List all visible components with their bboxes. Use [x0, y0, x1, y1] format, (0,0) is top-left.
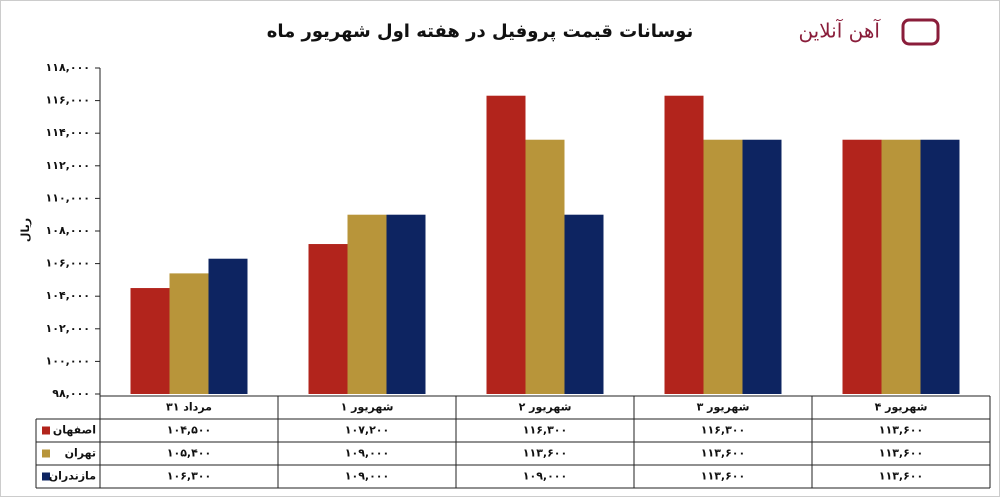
bar [525, 139, 565, 394]
legend-swatch [42, 449, 50, 458]
bar [386, 214, 426, 394]
bar [881, 139, 921, 394]
value-label: ۱۱۳,۶۰۰ [701, 470, 745, 483]
value-label: ۱۰۵,۴۰۰ [167, 447, 211, 460]
brand: آهن آنلاین [798, 18, 881, 43]
value-label: ۱۱۶,۳۰۰ [701, 424, 745, 437]
y-tick-label: ۱۱۸,۰۰۰ [46, 61, 90, 74]
x-tick-label: ۱ شهریور [341, 401, 394, 414]
bar [703, 139, 743, 394]
y-axis-label: ریال [19, 218, 32, 242]
bar [486, 95, 526, 395]
logo: آهن آنلاین [798, 18, 940, 46]
y-tick-label: ۱۱۶,۰۰۰ [46, 94, 90, 107]
legend-label: مازندران [49, 470, 96, 483]
logo-icon [901, 18, 940, 46]
legend-swatch [42, 472, 50, 481]
x-tick-label: ۴ شهریور [875, 401, 928, 414]
legend-swatch [42, 426, 50, 435]
value-label: ۱۰۷,۲۰۰ [345, 424, 389, 437]
bar [920, 139, 960, 394]
value-label: ۱۱۳,۶۰۰ [701, 447, 745, 460]
y-tick-label: ۹۸,۰۰۰ [52, 387, 90, 400]
bar [347, 214, 387, 394]
chart-title: نوسانات قیمت پروفیل در هفته اول شهریور م… [267, 21, 694, 42]
legend-label: تهران [65, 447, 96, 460]
y-tick-label: ۱۱۰,۰۰۰ [46, 191, 90, 204]
value-label: ۱۱۳,۶۰۰ [879, 447, 923, 460]
value-label: ۱۰۴,۵۰۰ [167, 424, 211, 437]
y-tick-label: ۱۰۸,۰۰۰ [46, 224, 90, 237]
y-tick-label: ۱۰۴,۰۰۰ [46, 289, 90, 302]
value-label: ۱۱۳,۶۰۰ [879, 470, 923, 483]
x-tick-label: ۲ شهریور [519, 401, 572, 414]
x-tick-label: ۳ شهریور [697, 401, 750, 414]
bar [564, 214, 604, 394]
bar [208, 258, 248, 394]
value-label: ۱۱۶,۳۰۰ [523, 424, 567, 437]
value-label: ۱۰۶,۳۰۰ [167, 470, 211, 483]
value-label: ۱۰۹,۰۰۰ [345, 470, 389, 483]
bar [308, 244, 348, 394]
y-tick-label: ۱۰۲,۰۰۰ [46, 322, 90, 335]
legend-label: اصفهان [53, 424, 96, 437]
y-tick-label: ۱۰۶,۰۰۰ [46, 257, 90, 270]
value-label: ۱۱۳,۶۰۰ [523, 447, 567, 460]
y-tick-label: ۱۱۲,۰۰۰ [46, 159, 90, 172]
bar [664, 95, 704, 395]
bar [742, 139, 782, 394]
value-label: ۱۱۳,۶۰۰ [879, 424, 923, 437]
bar [130, 288, 170, 394]
y-tick-label: ۱۰۰,۰۰۰ [46, 354, 90, 367]
value-label: ۱۰۹,۰۰۰ [523, 470, 567, 483]
x-tick-label: ۳۱ مرداد [166, 401, 212, 414]
value-label: ۱۰۹,۰۰۰ [345, 447, 389, 460]
y-tick-label: ۱۱۴,۰۰۰ [46, 126, 90, 139]
bar [169, 273, 209, 394]
bar [842, 139, 882, 394]
